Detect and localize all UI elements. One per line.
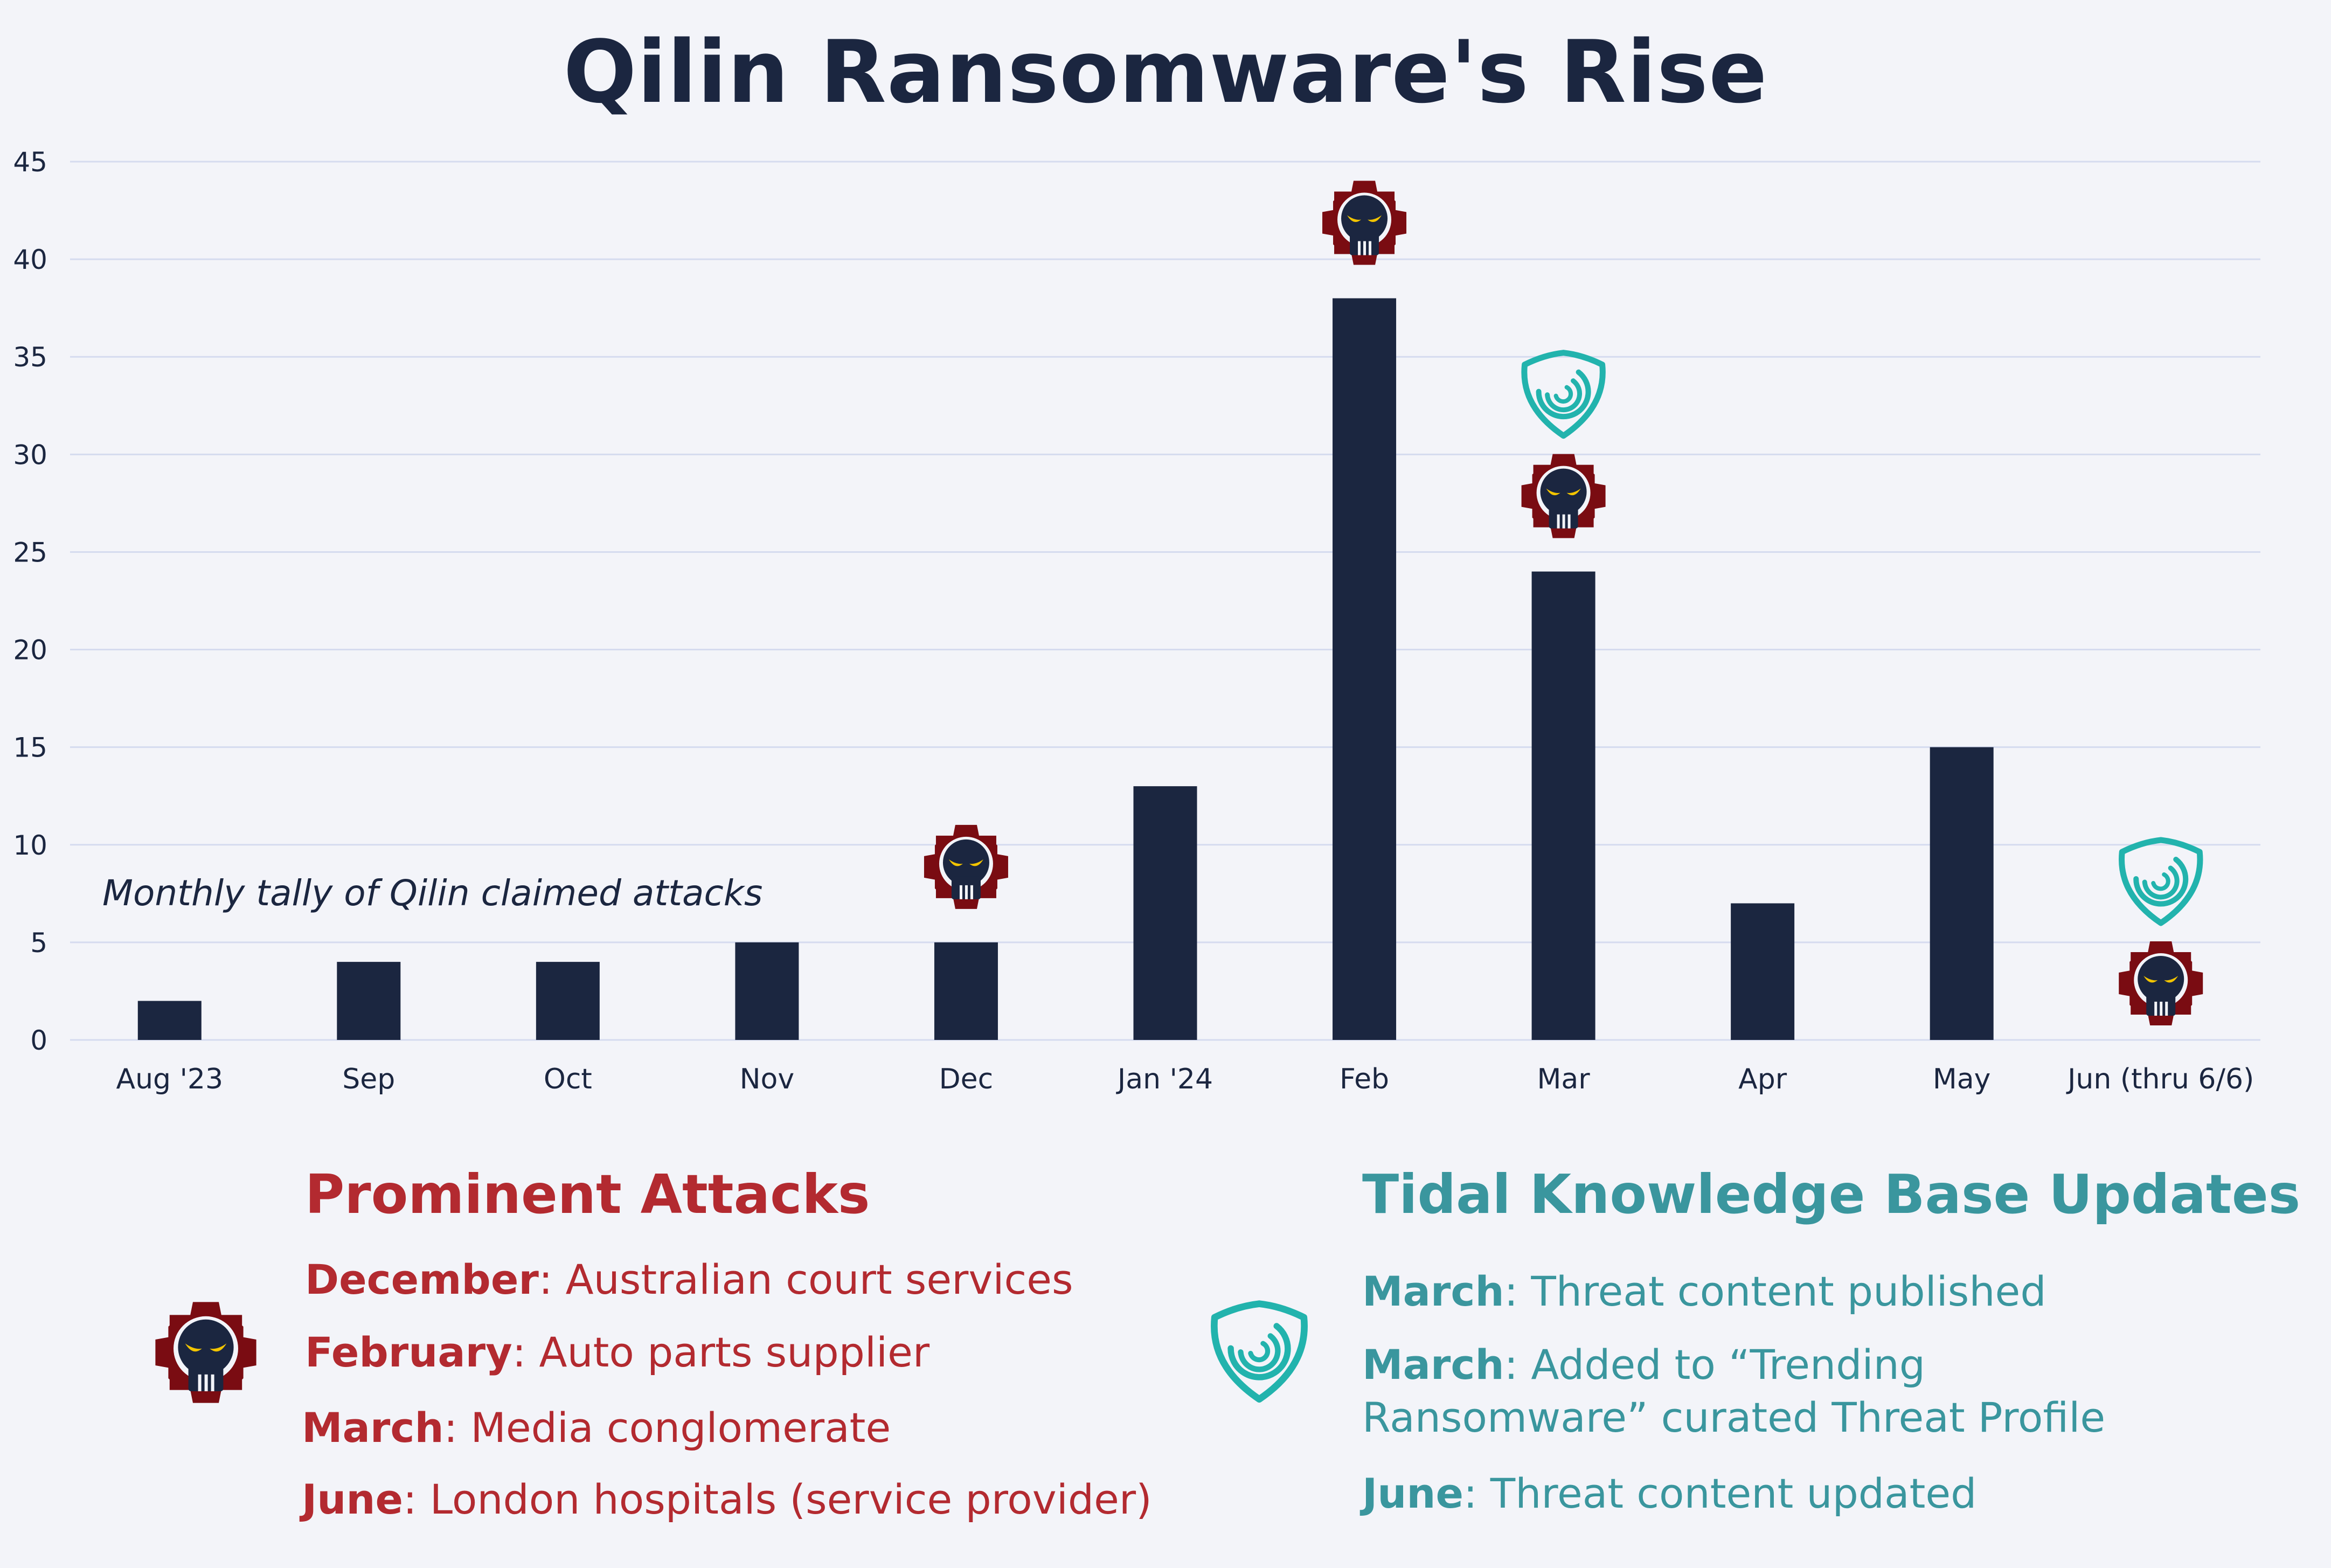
tidal-shield-icon <box>1524 353 1602 436</box>
bar <box>934 942 998 1040</box>
legend-tidal-item: March: Threat content published <box>1362 1265 2046 1318</box>
legend-attack-item: February: Auto parts supplier <box>305 1328 929 1376</box>
bar <box>1731 903 1795 1040</box>
legend-attack-text: : Auto parts supplier <box>512 1328 930 1376</box>
y-tick-label: 15 <box>13 732 47 764</box>
bar <box>1930 747 1994 1040</box>
y-tick-label: 0 <box>30 1025 47 1056</box>
legend-attack-text: : London hospitals (service provider) <box>403 1475 1152 1523</box>
legend-attack-month: June <box>302 1475 404 1523</box>
skull-gear-icon <box>1521 454 1606 538</box>
x-tick-label: Jun (thru 6/6) <box>2066 1063 2254 1095</box>
skull-gear-icon <box>2119 941 2203 1025</box>
x-tick-label: Aug '23 <box>116 1063 224 1095</box>
legend-tidal-month: March <box>1362 1341 1504 1389</box>
y-tick-label: 5 <box>30 927 47 959</box>
bar <box>137 1001 202 1040</box>
bar <box>735 942 799 1040</box>
legend-attack-item: March: Media conglomerate <box>302 1404 891 1452</box>
chart-title: Qilin Ransomware's Rise <box>563 22 1768 122</box>
skull-gear-icon <box>1322 181 1407 265</box>
bar <box>1333 298 1397 1040</box>
chart-annotation: Monthly tally of Qilin claimed attacks <box>102 872 762 914</box>
tidal-shield-icon <box>1197 1289 1321 1413</box>
x-tick-label: Mar <box>1537 1063 1591 1095</box>
legend-attack-text: : Australian court services <box>538 1255 1073 1303</box>
legend-tidal-item: March: Added to “Trending Ransomware” cur… <box>1362 1338 2105 1444</box>
x-tick-label: Nov <box>740 1063 795 1095</box>
skull-gear-icon <box>155 1302 256 1403</box>
legend-attack-item: June: London hospitals (service provider… <box>302 1475 1152 1523</box>
y-tick-label: 45 <box>13 147 47 178</box>
x-tick-label: Feb <box>1340 1063 1389 1095</box>
skull-gear-icon <box>924 824 1008 909</box>
legend-attack-month: March <box>302 1404 444 1452</box>
legend-attack-text: : Media conglomerate <box>443 1404 891 1452</box>
y-tick-label: 25 <box>13 537 47 568</box>
y-tick-label: 35 <box>13 342 47 373</box>
legend-tidal-heading: Tidal Knowledge Base Updates <box>1362 1163 2301 1226</box>
legend-attack-month: December <box>305 1255 539 1303</box>
x-tick-label: Apr <box>1738 1063 1787 1095</box>
legend-attack-month: February <box>305 1328 512 1376</box>
legend-tidal-item: June: Threat content updated <box>1362 1467 1976 1520</box>
x-tick-label: Sep <box>342 1063 395 1095</box>
x-tick-label: May <box>1933 1063 1991 1095</box>
y-tick-label: 30 <box>13 439 47 470</box>
bar <box>536 962 600 1040</box>
x-tick-label: Jan '24 <box>1116 1063 1213 1095</box>
legend-attacks-heading: Prominent Attacks <box>305 1163 870 1226</box>
legend-tidal-month: June <box>1362 1469 1464 1517</box>
y-tick-label: 40 <box>13 244 47 275</box>
x-tick-label: Oct <box>544 1063 592 1095</box>
y-tick-label: 20 <box>13 635 47 666</box>
tidal-shield-icon <box>2122 840 2200 923</box>
bar <box>1531 571 1595 1040</box>
y-tick-label: 10 <box>13 830 47 861</box>
legend-attack-item: December: Australian court services <box>305 1255 1073 1303</box>
legend-tidal-text: Ransomware” curated Threat Profile <box>1362 1393 2106 1441</box>
bar <box>337 962 401 1040</box>
legend-tidal-text: : Threat content updated <box>1463 1469 1977 1517</box>
legend-tidal-month: March <box>1362 1267 1504 1315</box>
x-tick-label: Dec <box>939 1063 994 1095</box>
legend-tidal-text: : Threat content published <box>1504 1267 2046 1315</box>
legend-tidal-text: : Added to “Trending <box>1504 1341 1925 1389</box>
bar <box>1133 786 1197 1040</box>
